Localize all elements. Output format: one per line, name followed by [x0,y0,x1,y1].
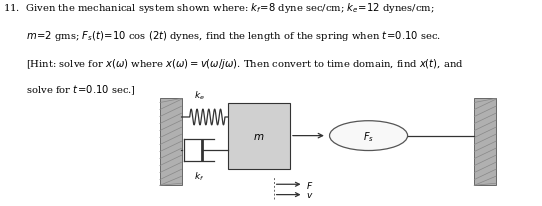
Text: $k_f$: $k_f$ [194,170,204,182]
Bar [228,103,290,169]
Text: [Hint: solve for $x(\omega)$ where $x(\omega) = v(\omega/j\omega)$. Then convert: [Hint: solve for $x(\omega)$ where $x(\o… [26,57,463,71]
Text: solve for $t\!=\!0.10$ sec.]: solve for $t\!=\!0.10$ sec.] [26,83,136,97]
Text: $v$: $v$ [306,190,314,199]
Text: 11.  Given the mechanical system shown where: $k_f\!=\!8$ dyne sec/cm; $k_e\!=\!: 11. Given the mechanical system shown wh… [3,1,434,15]
Bar [160,99,182,185]
Text: $m\!=\!2$ gms; $F_s(t)\!=\!10$ cos $(2t)$ dynes, find the length of the spring w: $m\!=\!2$ gms; $F_s(t)\!=\!10$ cos $(2t)… [26,29,441,43]
Text: $m$: $m$ [253,131,264,141]
Text: $F$: $F$ [306,179,313,190]
Text: $F_s$: $F_s$ [363,129,374,143]
Text: $k_e$: $k_e$ [193,89,205,101]
Circle shape [330,121,408,151]
Bar [474,99,496,185]
